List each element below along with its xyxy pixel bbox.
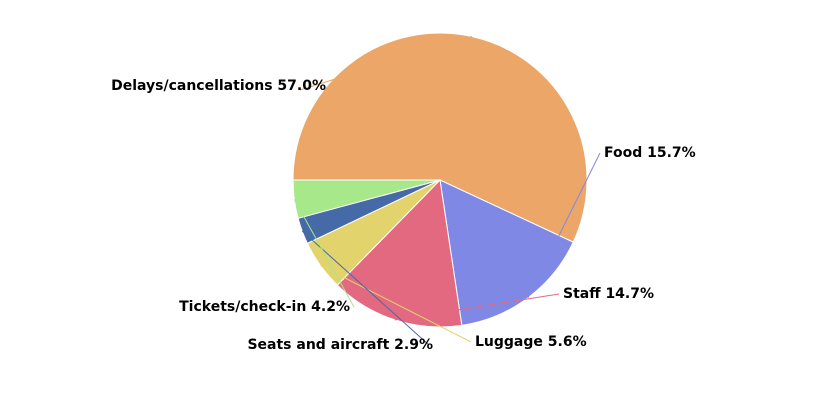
connector-line-delays bbox=[299, 36, 472, 91]
connector-line-staff bbox=[394, 293, 560, 321]
slice-label-tickets: Tickets/check-in 4.2% bbox=[179, 299, 350, 315]
slice-label-food: Food 15.7% bbox=[604, 145, 696, 161]
connector-line-food bbox=[527, 152, 601, 298]
pie-slice-tickets bbox=[292, 179, 441, 219]
label-connectors bbox=[293, 36, 601, 346]
slice-label-seats: Seats and aircraft 2.9% bbox=[247, 337, 433, 353]
slice-label-staff: Staff 14.7% bbox=[563, 286, 654, 302]
pie-slices bbox=[292, 32, 588, 328]
slice-label-delays: Delays/cancellations 57.0% bbox=[111, 78, 326, 94]
connector-line-tickets bbox=[293, 199, 355, 308]
slice-labels: Delays/cancellations 57.0% Food 15.7% Staf… bbox=[111, 78, 696, 353]
slice-label-luggage: Luggage 5.6% bbox=[475, 334, 587, 350]
connector-line-luggage bbox=[320, 265, 472, 343]
connector-line-seats bbox=[301, 230, 430, 346]
